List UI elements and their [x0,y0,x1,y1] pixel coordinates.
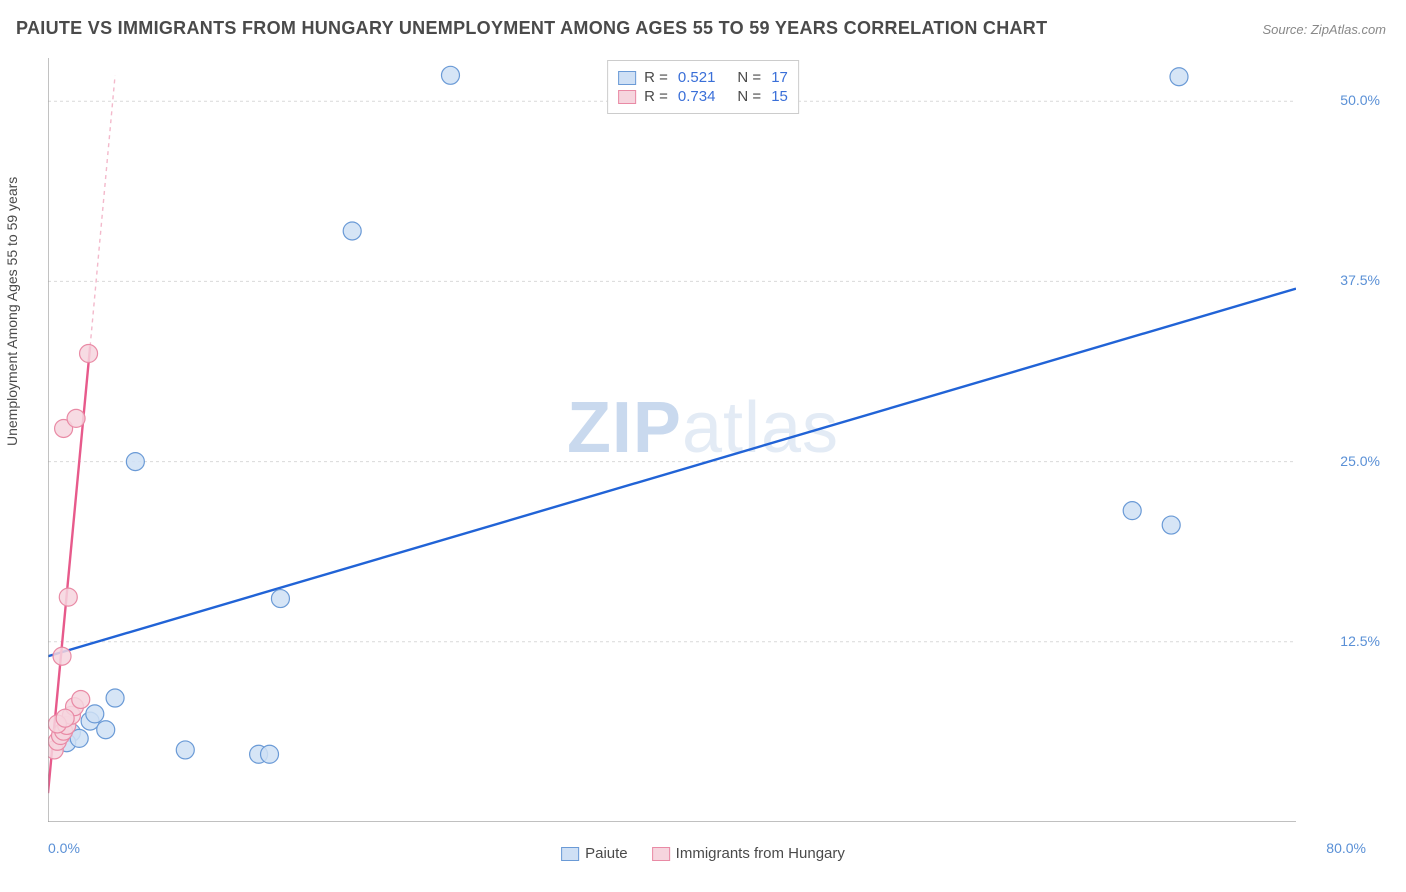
legend-swatch [618,71,636,85]
legend-row: R = 0.734 N = 15 [618,88,788,105]
chart-title: PAIUTE VS IMMIGRANTS FROM HUNGARY UNEMPL… [16,18,1047,39]
x-axis-min-label: 0.0% [48,840,80,856]
legend-r-label: R = [644,88,668,105]
legend-n-label: N = [737,88,761,105]
legend-r-label: R = [644,69,668,86]
legend-r-value: 0.521 [678,69,716,86]
plot-area [48,58,1296,822]
legend-n-value: 15 [771,88,788,105]
legend-r-value: 0.734 [678,88,716,105]
series-legend-label: Paiute [585,845,628,862]
series-legend-item: Immigrants from Hungary [652,845,845,862]
legend-n-value: 17 [771,69,788,86]
legend-row: R = 0.521 N = 17 [618,69,788,86]
source-attribution: Source: ZipAtlas.com [1262,22,1386,37]
series-legend: Paiute Immigrants from Hungary [561,845,845,862]
y-tick-label: 12.5% [1340,633,1380,649]
series-legend-item: Paiute [561,845,628,862]
y-tick-label: 50.0% [1340,92,1380,108]
legend-swatch [618,90,636,104]
y-tick-label: 25.0% [1340,453,1380,469]
legend-swatch [561,847,579,861]
legend-n-label: N = [737,69,761,86]
y-axis-label: Unemployment Among Ages 55 to 59 years [4,177,20,446]
chart-container: PAIUTE VS IMMIGRANTS FROM HUNGARY UNEMPL… [0,0,1406,892]
series-legend-label: Immigrants from Hungary [676,845,845,862]
legend-swatch [652,847,670,861]
correlation-legend: R = 0.521 N = 17 R = 0.734 N = 15 [607,60,799,114]
y-tick-label: 37.5% [1340,272,1380,288]
scatter-plot-svg [48,58,1296,822]
x-axis-max-label: 80.0% [1326,840,1366,856]
